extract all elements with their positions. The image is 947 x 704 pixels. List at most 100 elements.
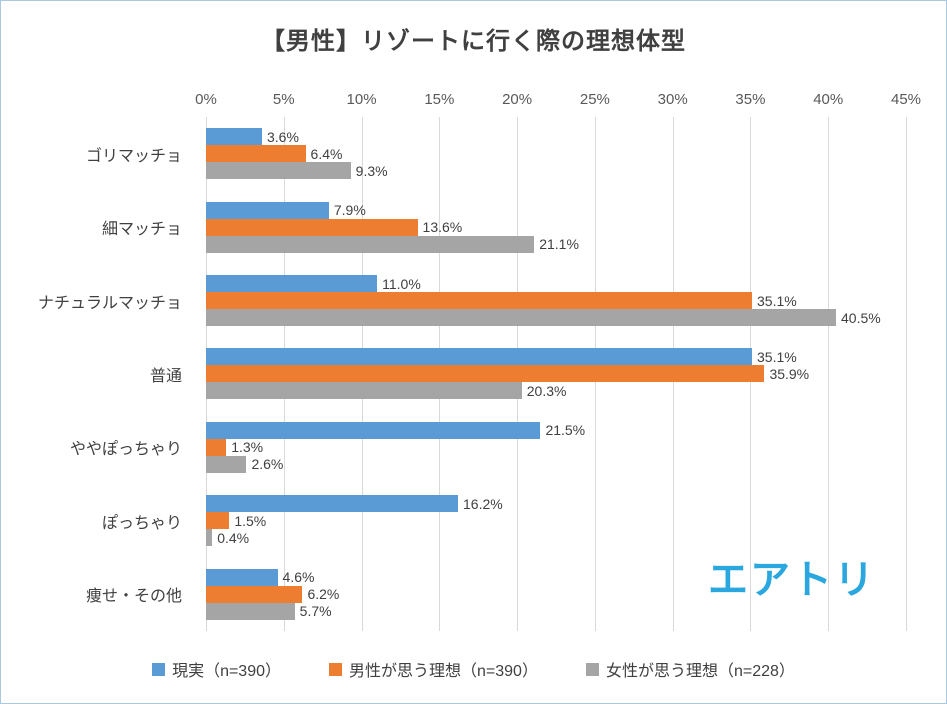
bar-line: 1.3%: [206, 438, 906, 456]
data-label: 6.2%: [307, 586, 340, 603]
data-label: 9.3%: [355, 162, 388, 179]
data-label: 35.1%: [757, 292, 797, 309]
bar-group: 11.0% 35.1% 40.5%: [206, 264, 906, 337]
bar-line: 4.6%: [206, 568, 906, 586]
bar-line: 13.6%: [206, 218, 906, 236]
legend-label: 女性が思う理想（n=228）: [605, 663, 795, 680]
bar-line: 0.4%: [206, 529, 906, 547]
data-label: 16.2%: [463, 495, 503, 512]
bar: [206, 218, 418, 236]
airtri-logo: エアトリ: [708, 558, 876, 602]
x-tick-label: 5%: [272, 91, 295, 108]
bar-line: 21.5%: [206, 421, 906, 439]
legend-swatch: [329, 662, 343, 676]
bar: [206, 292, 752, 310]
bar-line: 35.1%: [206, 292, 906, 310]
data-label: 7.9%: [333, 202, 366, 219]
legend-swatch: [152, 662, 166, 676]
gridline: [828, 117, 830, 631]
bar-line: 21.1%: [206, 235, 906, 253]
x-tick-label: 0%: [195, 91, 217, 108]
bar: [206, 421, 541, 439]
category-label: ぽっちゃり: [101, 514, 182, 532]
category-label: 普通: [149, 367, 182, 385]
bar: [206, 162, 351, 180]
bar: [206, 309, 836, 327]
bar: [206, 275, 378, 293]
bar: [206, 235, 535, 253]
x-tick-label: 30%: [657, 91, 688, 108]
x-axis: 0% 5% 10% 15% 20% 25% 30% 35% 40% 45%: [195, 91, 921, 111]
chart-title: 【男性】リゾートに行く際の理想体型: [261, 28, 686, 55]
x-tick-label: 10%: [346, 91, 377, 108]
bar-line: 7.9%: [206, 201, 906, 219]
bar-groups: 3.6% 6.4% 9.3% 7.9% 13.6% 21.1% 11.0% 35.1% 40.5…: [206, 117, 906, 631]
bar: [206, 128, 262, 146]
bar-group: 3.6% 6.4% 9.3%: [206, 117, 906, 190]
bar-group: 7.9% 13.6% 21.1%: [206, 190, 906, 263]
legend-item: 現実（n=390）: [152, 657, 281, 681]
category-label: ややぽっちゃり: [69, 441, 182, 459]
bar-line: 35.1%: [206, 348, 906, 366]
bar-group: 4.6% 6.2% 5.7%: [206, 558, 906, 631]
bar: [206, 585, 303, 603]
data-label: 21.1%: [539, 236, 579, 253]
bar: [206, 201, 329, 219]
data-label: 0.4%: [217, 529, 250, 546]
bar: [206, 495, 458, 513]
legend-item: 男性が思う理想（n=390）: [329, 657, 538, 681]
plot-area: 3.6% 6.4% 9.3% 7.9% 13.6% 21.1% 11.0% 35.1% 40.5…: [206, 117, 907, 631]
bar: [206, 438, 227, 456]
bar: [206, 382, 522, 400]
legend: 現実（n=390） 男性が思う理想（n=390） 女性が思う理想（n=228）: [1, 657, 946, 681]
category-label: 痩せ・その他: [85, 588, 182, 606]
data-label: 11.0%: [382, 275, 421, 292]
bar-line: 6.2%: [206, 585, 906, 603]
category-label: ナチュラルマッチョ: [37, 294, 182, 312]
data-label: 40.5%: [841, 309, 881, 326]
bar: [206, 529, 213, 547]
bar-group: 16.2% 1.5% 0.4%: [206, 484, 906, 557]
data-label: 6.4%: [310, 145, 343, 162]
bar-line: 5.7%: [206, 602, 906, 620]
data-label: 35.1%: [757, 348, 797, 365]
bar: [206, 145, 306, 163]
bar-line: 6.4%: [206, 145, 906, 163]
bar: [206, 568, 278, 586]
x-tick-label: 35%: [735, 91, 766, 108]
bar: [206, 455, 247, 473]
legend-label: 男性が思う理想（n=390）: [349, 663, 538, 680]
x-tick-label: 20%: [502, 91, 533, 108]
category-label: 細マッチョ: [101, 221, 182, 239]
legend-item: 女性が思う理想（n=228）: [585, 657, 795, 681]
bar-line: 11.0%: [206, 275, 906, 293]
data-label: 21.5%: [545, 422, 586, 439]
bar-line: 20.3%: [206, 382, 906, 400]
bar-line: 1.5%: [206, 512, 906, 530]
x-tick-label: 45%: [890, 91, 922, 108]
legend-label: 現実（n=390）: [172, 663, 282, 680]
x-tick-label: 15%: [424, 91, 455, 108]
gridline: [906, 117, 907, 631]
data-label: 3.6%: [267, 128, 299, 145]
category-axis: ゴリマッチョ 細マッチョ ナチュラルマッチョ 普通 ややぽっちゃり ぽっちゃり 痩せ・その他: [1, 117, 194, 631]
bar: [206, 365, 765, 383]
bar-line: 40.5%: [206, 309, 906, 327]
bar-line: 35.9%: [206, 365, 906, 383]
data-label: 20.3%: [526, 382, 567, 399]
x-tick-label: 40%: [813, 91, 844, 108]
data-label: 5.7%: [299, 603, 332, 620]
bar-line: 2.6%: [206, 455, 906, 473]
bar-group: 35.1% 35.9% 20.3%: [206, 337, 906, 410]
bar-line: 16.2%: [206, 495, 906, 513]
data-label: 35.9%: [769, 365, 810, 382]
x-tick-label: 25%: [579, 91, 610, 108]
bar-line: 3.6%: [206, 128, 906, 146]
bar-line: 9.3%: [206, 162, 906, 180]
data-label: 2.6%: [251, 456, 284, 473]
bar: [206, 512, 230, 530]
data-label: 1.3%: [231, 439, 264, 456]
bar-group: 21.5% 1.3% 2.6%: [206, 411, 906, 484]
data-label: 1.5%: [234, 512, 267, 529]
